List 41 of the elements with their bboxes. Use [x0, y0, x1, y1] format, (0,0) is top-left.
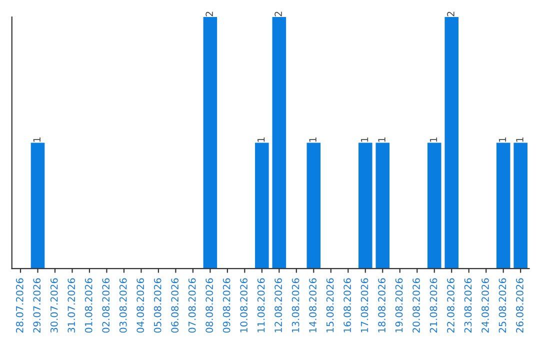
x-tick-label: 07.08.2026: [188, 278, 196, 333]
x-tick-label: 13.08.2026: [292, 278, 300, 332]
x-tick-label: 14.08.2026: [309, 278, 316, 332]
x-tick-label: 06.08.2026: [171, 278, 179, 333]
data-label: 2: [274, 12, 282, 16]
x-tick-label: 29.07.2026: [33, 278, 41, 333]
data-label: 1: [309, 138, 316, 142]
x-tick-label: 12.08.2026: [274, 278, 282, 332]
data-label: 2: [206, 12, 213, 16]
x-tick-label: 03.08.2026: [119, 278, 127, 333]
x-tick-label: 17.08.2026: [360, 278, 368, 332]
x-tick-label: 15.08.2026: [326, 278, 334, 332]
x-tick-label: 18.08.2026: [378, 278, 386, 332]
data-label: 2: [447, 12, 454, 16]
x-tick-label: 25.08.2026: [498, 278, 506, 333]
x-tick-label: 31.07.2026: [68, 278, 76, 333]
data-label: 1: [516, 138, 524, 142]
x-tick-label: 19.08.2026: [395, 278, 403, 332]
x-tick-label: 21.08.2026: [430, 278, 438, 333]
data-label: 1: [258, 138, 265, 142]
x-tick-label: 16.08.2026: [344, 278, 351, 332]
x-tick-label: 23.08.2026: [464, 278, 472, 333]
x-tick-label: 28.07.2026: [16, 278, 24, 333]
x-tick-label: 24.08.2026: [482, 278, 489, 333]
data-label: 1: [33, 138, 40, 142]
x-tick-label: 20.08.2026: [412, 278, 420, 333]
data-label: 1: [430, 138, 438, 142]
data-label: 1: [498, 138, 506, 142]
x-tick-label: 05.08.2026: [154, 278, 162, 333]
x-tick-label: 26.08.2026: [516, 278, 524, 333]
x-tick-label: 02.08.2026: [102, 278, 110, 333]
x-tick-label: 11.08.2026: [257, 278, 265, 332]
x-tick-label: 09.08.2026: [222, 278, 230, 333]
x-tick-label: 30.07.2026: [50, 278, 58, 333]
x-tick-label: 08.08.2026: [206, 278, 214, 333]
data-label: 1: [360, 138, 368, 142]
x-tick-label: 22.08.2026: [447, 278, 454, 333]
x-tick-label: 10.08.2026: [240, 278, 248, 332]
data-label: 1: [378, 138, 386, 142]
x-tick-label: 01.08.2026: [84, 278, 92, 333]
x-tick-label: 04.08.2026: [136, 278, 144, 333]
